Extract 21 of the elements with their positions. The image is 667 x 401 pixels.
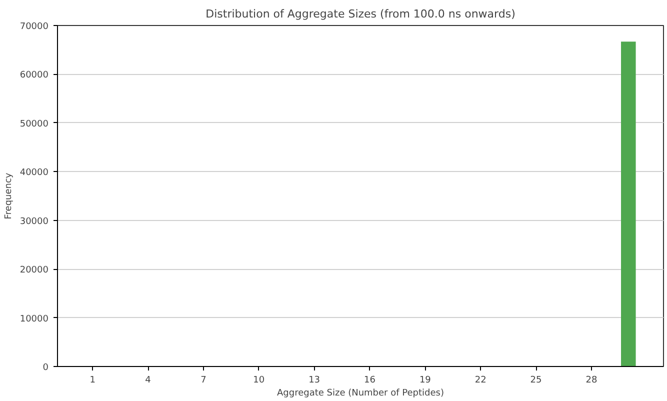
chart-title: Distribution of Aggregate Sizes (from 100.0 ns onwards) (206, 8, 516, 20)
y-tick-label: 60000 (20, 70, 49, 81)
x-tick-label: 22 (474, 376, 486, 386)
y-tick-label: 0 (42, 363, 49, 373)
x-tick-label: 10 (253, 376, 265, 386)
x-tick-label: 13 (308, 376, 320, 386)
x-tick-label: 25 (530, 376, 542, 386)
y-tick-label: 10000 (20, 314, 49, 324)
y-axis-title: Frequency (4, 172, 14, 220)
y-tick-label: 50000 (20, 119, 49, 130)
x-tick-label: 4 (145, 376, 152, 386)
x-tick-label: 1 (90, 376, 96, 386)
y-tick-label: 20000 (20, 266, 49, 276)
y-tick-label: 40000 (20, 168, 49, 178)
y-tick-label: 70000 (20, 22, 49, 32)
x-tick-label: 28 (586, 376, 598, 386)
x-tick-label: 7 (200, 376, 206, 386)
x-axis-title: Aggregate Size (Number of Peptides) (276, 388, 444, 398)
y-tick-label: 30000 (20, 216, 49, 227)
x-tick-label: 16 (364, 376, 376, 386)
x-tick-label: 19 (419, 376, 432, 386)
